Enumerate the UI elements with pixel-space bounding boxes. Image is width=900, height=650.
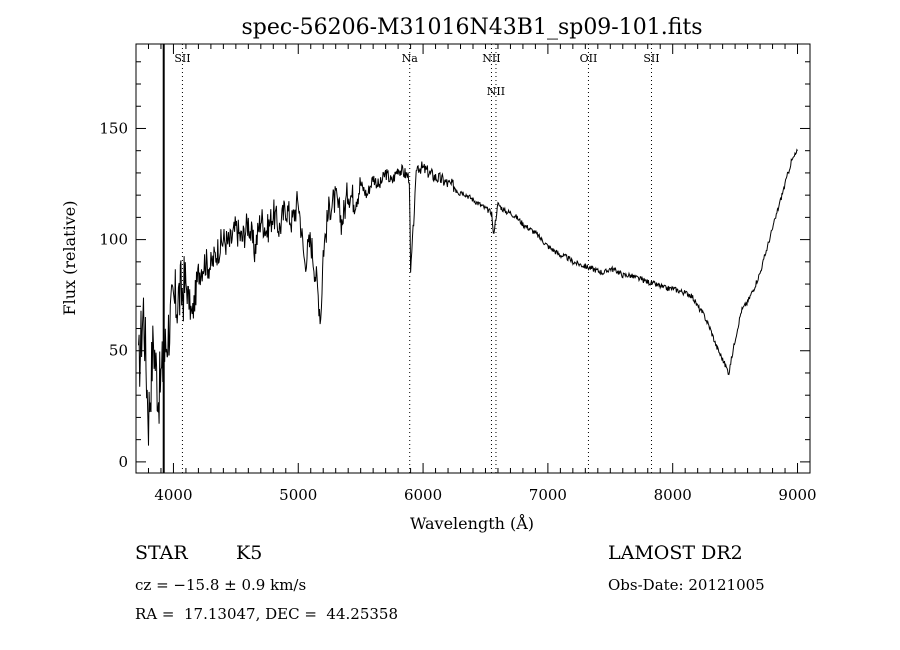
observation-date: Obs-Date: 20121005 (608, 576, 765, 594)
object-type: STAR (135, 542, 188, 564)
emission-line-markers: SII Na NII NII OII SII (174, 44, 660, 473)
chart-title: spec-56206-M31016N43B1_sp09-101.fits (241, 15, 702, 40)
plot-frame (135, 43, 811, 474)
line-marker-label: OII (580, 52, 598, 65)
survey-name: LAMOST DR2 (608, 542, 743, 564)
axes-group: 4000 5000 6000 7000 8000 9000 0 50 100 150 (99, 43, 817, 504)
line-marker-label: SII (174, 52, 190, 65)
redshift-cz: cz = −15.8 ± 0.9 km/s (135, 576, 307, 594)
x-tick-label: 9000 (778, 486, 816, 504)
line-marker-label: NII (482, 52, 500, 65)
line-marker-label: NII (487, 85, 505, 98)
coordinates: RA = 17.13047, DEC = 44.25358 (135, 605, 399, 623)
line-marker-label: Na (402, 52, 419, 65)
y-tick-label: 150 (99, 119, 128, 137)
y-tick-label: 50 (109, 342, 128, 360)
spectrum-line (138, 148, 798, 446)
y-axis-label: Flux (relative) (60, 201, 79, 316)
line-marker-label: SII (643, 52, 659, 65)
y-tick-label: 100 (99, 231, 128, 249)
x-tick-label: 4000 (154, 486, 192, 504)
x-axis-label: Wavelength (Å) (410, 513, 534, 533)
y-tick-label: 0 (118, 453, 128, 471)
object-subclass: K5 (236, 542, 263, 564)
x-tick-label: 8000 (654, 486, 692, 504)
x-tick-label: 7000 (529, 486, 567, 504)
x-tick-label: 6000 (404, 486, 442, 504)
x-tick-label: 5000 (279, 486, 317, 504)
